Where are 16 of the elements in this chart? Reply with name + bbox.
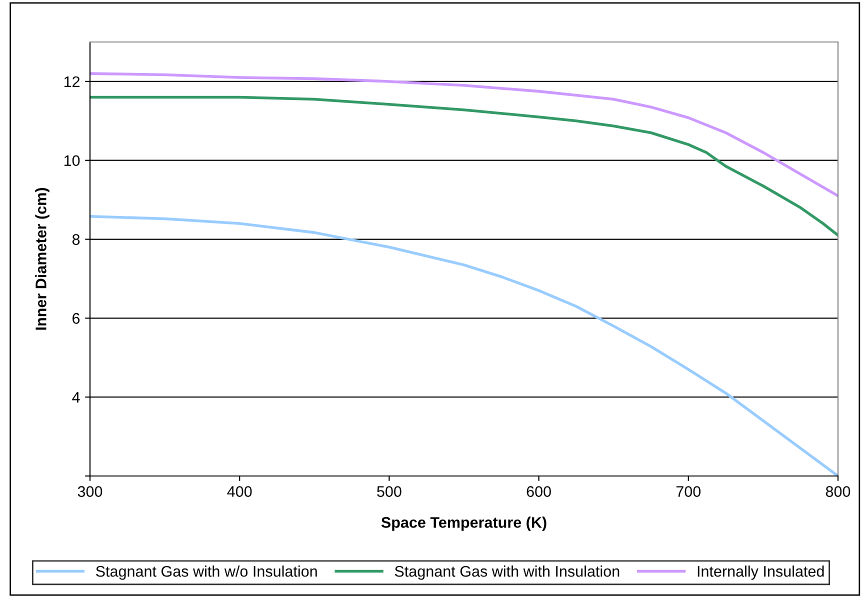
y-tick-label: 10 xyxy=(64,155,80,166)
x-tick-label: 600 xyxy=(526,486,551,497)
x-axis-title: Space Temperature (K) xyxy=(381,516,546,531)
x-tick-label: 800 xyxy=(826,486,850,497)
x-tick-label: 700 xyxy=(676,486,701,497)
legend-label: Stagnant Gas with with Insulation xyxy=(394,566,620,580)
y-tick-label: 6 xyxy=(72,313,80,324)
x-tick-label: 400 xyxy=(227,486,252,497)
y-tick-label: 8 xyxy=(72,234,80,245)
x-tick-label: 300 xyxy=(78,486,102,497)
y-tick-label: 12 xyxy=(64,76,80,87)
legend-label: Stagnant Gas with w/o Insulation xyxy=(96,566,317,580)
legend-label: Internally Insulated xyxy=(698,566,824,580)
y-axis-title: Inner Diameter (cm) xyxy=(35,188,50,330)
y-tick-label: 4 xyxy=(72,392,80,403)
x-tick-label: 500 xyxy=(377,486,402,497)
